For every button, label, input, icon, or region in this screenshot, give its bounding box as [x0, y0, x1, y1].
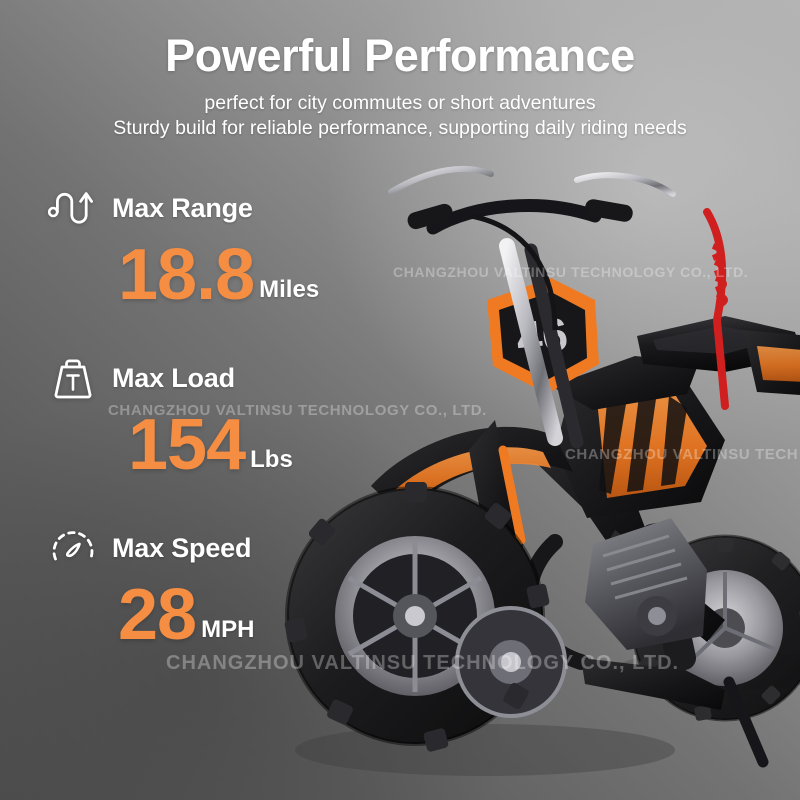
spec-header: Max Speed — [0, 520, 420, 576]
weight-block-icon — [46, 353, 100, 403]
subtitle-line-2: Sturdy build for reliable performance, s… — [113, 117, 687, 139]
spec-label: Max Speed — [112, 532, 252, 563]
spec-value: 18.8 — [118, 235, 255, 315]
spec-unit: Lbs — [250, 446, 293, 473]
spec-value-row: 28 MPH — [0, 578, 420, 652]
spec-unit: Miles — [259, 276, 320, 303]
speedometer-icon — [46, 523, 100, 573]
subtitle-line-1: perfect for city commutes or short adven… — [204, 92, 596, 114]
front-wheel — [284, 482, 567, 752]
spec-item-max-speed: Max Speed 28 MPH — [0, 520, 420, 690]
header: Powerful Performance perfect for city co… — [0, 30, 800, 141]
spec-value-row: 18.8 Miles — [0, 238, 420, 312]
spec-label: Max Load — [112, 362, 235, 393]
spec-header: Max Load — [0, 350, 420, 406]
winding-road-arrow-icon — [46, 183, 100, 233]
spec-value-row: 154 Lbs — [0, 408, 420, 482]
spec-item-max-range: Max Range 18.8 Miles — [0, 180, 420, 350]
spec-item-max-load: Max Load 154 Lbs — [0, 350, 420, 520]
spec-header: Max Range — [0, 180, 420, 236]
page-title: Powerful Performance — [165, 30, 635, 81]
spec-list: Max Range 18.8 Miles Max Load 1 — [0, 180, 420, 690]
rear-fender — [743, 330, 800, 395]
spec-value: 28 — [118, 575, 197, 655]
spec-unit: MPH — [201, 616, 255, 643]
spec-value: 154 — [128, 405, 246, 485]
spec-label: Max Range — [112, 192, 253, 223]
